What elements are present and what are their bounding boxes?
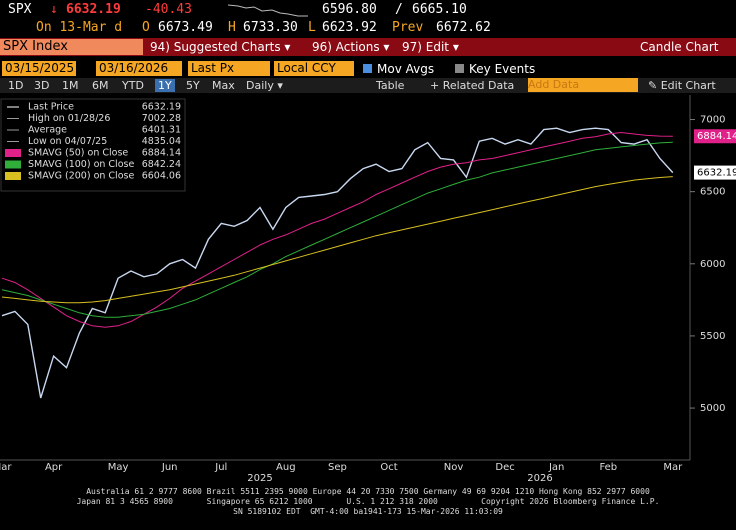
legend-value: 7002.28 bbox=[142, 113, 181, 124]
edit-chart[interactable]: ✎ Edit Chart bbox=[648, 79, 716, 92]
period[interactable]: 6M bbox=[92, 79, 109, 92]
view-name: Candle Chart bbox=[640, 40, 719, 54]
legend-label: Average bbox=[28, 125, 67, 136]
legend-bg bbox=[0, 98, 186, 192]
security[interactable]: SPX Index bbox=[0, 39, 143, 55]
mov-avgs[interactable]: Mov Avgs bbox=[377, 62, 435, 76]
prev-label: Prev bbox=[392, 20, 424, 35]
legend-swatch bbox=[5, 172, 21, 180]
legend-label: Low on 04/07/25 bbox=[28, 136, 107, 147]
period[interactable]: 1M bbox=[62, 79, 79, 92]
key-events[interactable]: Key Events bbox=[469, 62, 536, 76]
y-tick-label: 6000 bbox=[700, 259, 725, 270]
moving-average bbox=[1, 176, 673, 304]
key-events-check[interactable] bbox=[455, 64, 464, 73]
start-date[interactable]: 03/15/2025 bbox=[2, 61, 76, 76]
x-tick-label: Feb bbox=[599, 462, 617, 473]
period[interactable]: 1Y bbox=[155, 79, 175, 92]
edit[interactable]: 97) Edit ▾ bbox=[402, 40, 459, 54]
moving-average bbox=[1, 141, 673, 318]
period[interactable]: 3D bbox=[34, 79, 50, 92]
last-value: 6884.14 bbox=[697, 131, 736, 142]
legend-label: SMAVG (100) on Close bbox=[28, 159, 134, 170]
last-value: 6632.19 bbox=[697, 168, 736, 179]
change: -40.43 bbox=[145, 2, 192, 17]
y-tick-label: 5000 bbox=[700, 403, 725, 414]
legend-value: 6842.24 bbox=[142, 159, 181, 170]
mov-avgs-check[interactable] bbox=[363, 64, 372, 73]
x-tick-label: Nov bbox=[444, 462, 464, 473]
ticker: SPX bbox=[8, 2, 32, 17]
last-value-box bbox=[694, 129, 736, 144]
x-tick-label: Oct bbox=[380, 462, 397, 473]
bid: 6596.80 bbox=[322, 2, 377, 17]
x-tick-label: Jul bbox=[214, 462, 227, 473]
actions[interactable]: 96) Actions ▾ bbox=[312, 40, 390, 54]
x-tick-label: Jun bbox=[161, 462, 178, 473]
legend-value: 6884.14 bbox=[142, 148, 181, 159]
legend-swatch bbox=[5, 160, 21, 169]
x-tick-label: Apr bbox=[45, 462, 63, 473]
currency[interactable]: Local CCY bbox=[274, 61, 354, 76]
period[interactable]: Max bbox=[212, 79, 235, 92]
legend-value: 6604.06 bbox=[142, 171, 181, 182]
period[interactable]: 5Y bbox=[186, 79, 200, 92]
footer-line: Japan 81 3 4565 8900 Singapore 65 6212 1… bbox=[76, 497, 660, 506]
y-tick-label: 6500 bbox=[700, 187, 725, 198]
price-line bbox=[1, 127, 674, 399]
l-label: L bbox=[308, 20, 316, 35]
h-label: H bbox=[228, 20, 236, 35]
o-label: O bbox=[142, 20, 150, 35]
x-tick-label: Mar bbox=[663, 462, 683, 473]
open: 6673.49 bbox=[158, 20, 213, 35]
arrow: ↓ bbox=[50, 2, 58, 17]
legend-value: 6401.31 bbox=[142, 125, 181, 136]
table[interactable]: Table bbox=[376, 79, 405, 92]
footer-line: SN 5189102 EDT GMT-4:00 ba1941-173 15-Ma… bbox=[233, 507, 503, 516]
low: 6623.92 bbox=[322, 20, 377, 35]
y-tick-label: 7000 bbox=[700, 115, 725, 126]
chart: 2025 2026 5000 5500 6000 6500 7000 Mar Apr May J… bbox=[0, 95, 736, 484]
legend-value: 6632.19 bbox=[142, 102, 181, 113]
legend-label: SMAVG (50) on Close bbox=[28, 148, 128, 159]
x-tick-label: May bbox=[108, 462, 129, 473]
x-tick-label: Dec bbox=[495, 462, 514, 473]
on-date: On 13-Mar d bbox=[36, 20, 123, 35]
add-data[interactable]: Add Data bbox=[528, 78, 638, 92]
legend: Last Price 6632.19 High on 01/28/26 7002.28… bbox=[0, 98, 186, 192]
last: 6632.19 bbox=[66, 2, 121, 17]
x-tick-label: Sep bbox=[328, 462, 347, 473]
x-tick-label: Jan bbox=[548, 462, 564, 473]
prev: 6672.62 bbox=[436, 20, 491, 35]
legend-label: High on 01/28/26 bbox=[28, 113, 110, 124]
legend-label: Last Price bbox=[28, 102, 74, 113]
legend-swatch bbox=[5, 149, 21, 157]
toolbar bbox=[0, 38, 736, 56]
sparkline bbox=[228, 4, 308, 17]
ask: 6665.10 bbox=[412, 2, 467, 17]
year-label: 2025 bbox=[247, 473, 272, 484]
legend-value: 4835.04 bbox=[142, 136, 181, 147]
y-tick-label: 5500 bbox=[700, 331, 725, 342]
year-label: 2026 bbox=[527, 473, 552, 484]
last-value-box bbox=[694, 165, 736, 180]
field[interactable]: Last Px bbox=[188, 61, 270, 76]
legend-label: SMAVG (200) on Close bbox=[28, 171, 134, 182]
suggested-charts[interactable]: 94) Suggested Charts ▾ bbox=[150, 40, 291, 54]
related-data[interactable]: + Related Data bbox=[430, 79, 515, 92]
period[interactable]: YTD bbox=[122, 79, 144, 92]
frequency[interactable]: Daily ▾ bbox=[246, 79, 283, 92]
footer-line: Australia 61 2 9777 8600 Brazil 5511 239… bbox=[86, 487, 650, 496]
slash: / bbox=[395, 2, 403, 17]
end-date[interactable]: 03/16/2026 bbox=[96, 61, 182, 76]
moving-average bbox=[1, 131, 673, 328]
period[interactable]: 1D bbox=[8, 79, 24, 92]
x-tick-label: Mar bbox=[0, 462, 12, 473]
high: 6733.30 bbox=[243, 20, 298, 35]
x-tick-label: Aug bbox=[276, 462, 296, 473]
